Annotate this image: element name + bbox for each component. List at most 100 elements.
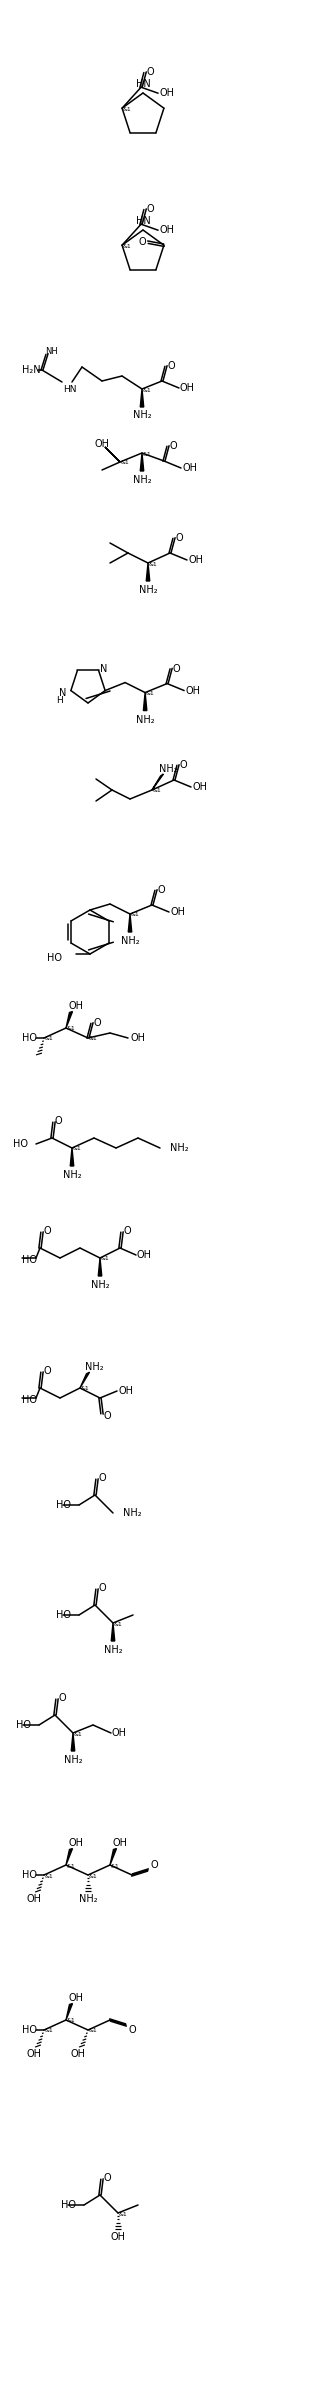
Text: NH₂: NH₂ — [91, 1281, 109, 1291]
Text: &1: &1 — [143, 389, 152, 393]
Text: HO: HO — [16, 1720, 31, 1730]
Text: &1: &1 — [119, 2212, 128, 2217]
Text: OH: OH — [26, 1893, 42, 1905]
Polygon shape — [71, 1732, 75, 1751]
Polygon shape — [140, 453, 144, 470]
Polygon shape — [80, 1372, 90, 1389]
Text: O: O — [43, 1365, 51, 1377]
Text: &1: &1 — [45, 2030, 54, 2034]
Text: OH: OH — [68, 1838, 84, 1847]
Text: OH: OH — [136, 1250, 151, 1259]
Text: O: O — [93, 1017, 101, 1029]
Text: &1: &1 — [67, 1027, 76, 1032]
Text: O: O — [179, 760, 187, 770]
Text: O: O — [146, 67, 154, 77]
Polygon shape — [152, 775, 163, 789]
Text: &1: &1 — [89, 1036, 98, 1041]
Text: &1: &1 — [89, 2030, 98, 2034]
Text: HO: HO — [22, 1869, 37, 1881]
Text: O: O — [167, 360, 175, 372]
Text: HO: HO — [61, 2200, 76, 2209]
Text: OH: OH — [94, 439, 109, 449]
Text: HO: HO — [47, 952, 62, 962]
Text: OH: OH — [113, 1838, 128, 1847]
Text: O: O — [146, 204, 154, 214]
Text: N: N — [59, 689, 66, 698]
Polygon shape — [110, 1850, 116, 1864]
Text: NH₂: NH₂ — [79, 1893, 97, 1905]
Text: OH: OH — [160, 89, 175, 98]
Text: OH: OH — [26, 2049, 42, 2058]
Text: NH: NH — [45, 348, 59, 357]
Text: NH₂: NH₂ — [104, 1646, 122, 1655]
Polygon shape — [66, 1850, 73, 1864]
Text: OH: OH — [186, 686, 201, 696]
Text: OH: OH — [68, 1000, 84, 1010]
Text: H: H — [56, 696, 63, 705]
Text: NH₂: NH₂ — [121, 936, 139, 945]
Text: OH: OH — [192, 782, 208, 792]
Text: &1: &1 — [74, 1732, 83, 1737]
Polygon shape — [146, 564, 150, 581]
Text: O: O — [103, 2173, 111, 2183]
Text: NH₂: NH₂ — [123, 1509, 142, 1519]
Text: O: O — [172, 665, 180, 674]
Text: HN: HN — [63, 384, 77, 393]
Text: &1: &1 — [114, 1622, 123, 1627]
Text: OH: OH — [179, 384, 195, 393]
Text: OH: OH — [183, 463, 197, 473]
Text: O: O — [169, 441, 177, 451]
Text: HO: HO — [22, 1255, 37, 1264]
Text: &1: &1 — [101, 1257, 110, 1262]
Text: OH: OH — [130, 1034, 146, 1044]
Text: OH: OH — [170, 907, 185, 916]
Text: HO: HO — [22, 1034, 37, 1044]
Polygon shape — [70, 1149, 74, 1166]
Text: H₂N: H₂N — [22, 365, 41, 374]
Text: OH: OH — [119, 1387, 134, 1396]
Text: HN: HN — [135, 79, 150, 89]
Text: OH: OH — [189, 554, 204, 566]
Text: O: O — [150, 1859, 158, 1869]
Text: NH₂: NH₂ — [133, 410, 151, 420]
Polygon shape — [140, 389, 144, 408]
Text: &1: &1 — [146, 691, 155, 696]
Text: HO: HO — [56, 1610, 71, 1619]
Text: &1: &1 — [67, 1864, 76, 1869]
Text: &1: &1 — [67, 2018, 76, 2022]
Text: &1: &1 — [123, 106, 132, 113]
Polygon shape — [128, 914, 132, 931]
Text: OH: OH — [160, 226, 175, 235]
Text: &1: &1 — [121, 461, 130, 465]
Text: O: O — [157, 885, 165, 895]
Text: NH₂: NH₂ — [159, 763, 177, 775]
Text: &1: &1 — [149, 561, 158, 566]
Text: HO: HO — [22, 2025, 37, 2034]
Text: O: O — [175, 533, 183, 542]
Text: HO: HO — [13, 1140, 28, 1149]
Text: O: O — [123, 1226, 131, 1235]
Text: O: O — [54, 1116, 62, 1125]
Polygon shape — [105, 446, 120, 463]
Text: O: O — [103, 1411, 111, 1420]
Text: &1: &1 — [45, 1036, 54, 1041]
Text: &1: &1 — [73, 1147, 82, 1152]
Text: HO: HO — [22, 1394, 37, 1406]
Text: NH₂: NH₂ — [85, 1363, 103, 1372]
Text: OH: OH — [112, 1727, 127, 1737]
Polygon shape — [66, 1012, 73, 1029]
Text: O: O — [58, 1694, 66, 1703]
Text: OH: OH — [68, 1994, 84, 2003]
Polygon shape — [98, 1257, 102, 1276]
Text: N: N — [100, 665, 107, 674]
Polygon shape — [111, 1624, 115, 1641]
Text: HO: HO — [56, 1499, 71, 1509]
Text: NH₂: NH₂ — [63, 1171, 81, 1180]
Text: NH₂: NH₂ — [139, 585, 157, 595]
Text: O: O — [98, 1583, 106, 1593]
Text: HN: HN — [135, 216, 150, 226]
Text: &1: &1 — [89, 1874, 98, 1878]
Text: &1: &1 — [131, 912, 140, 916]
Text: &1: &1 — [123, 245, 132, 249]
Text: OH: OH — [110, 2231, 126, 2243]
